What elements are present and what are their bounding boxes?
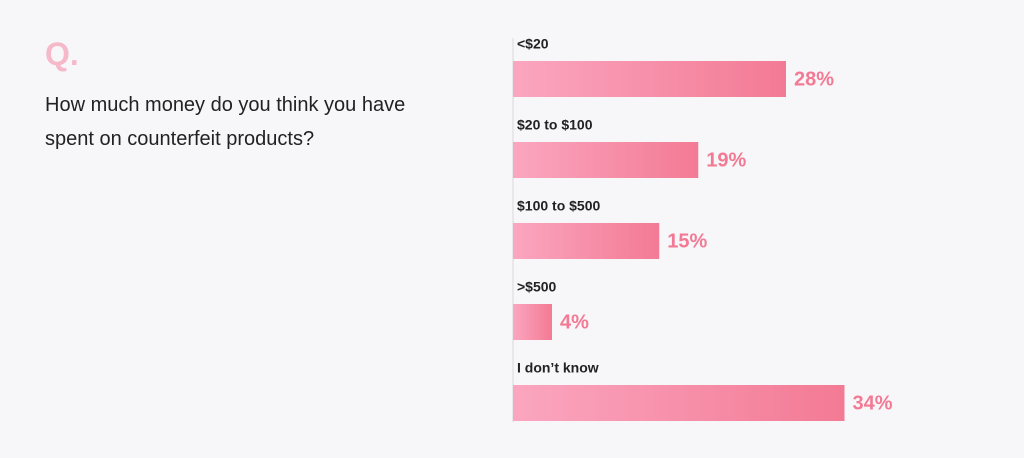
bar bbox=[513, 304, 552, 340]
value-label: 4% bbox=[560, 311, 589, 333]
bar bbox=[513, 385, 845, 421]
chart-title: How much money do you think you have spe… bbox=[45, 94, 406, 150]
bar bbox=[513, 61, 786, 97]
question-label: Q. bbox=[45, 36, 79, 72]
category-label: I don’t know bbox=[517, 360, 599, 376]
value-label: 19% bbox=[706, 149, 746, 171]
category-label: >$500 bbox=[517, 279, 557, 295]
category-label: $100 to $500 bbox=[517, 198, 600, 214]
value-label: 34% bbox=[853, 392, 893, 414]
category-label: <$20 bbox=[517, 36, 549, 52]
bar bbox=[513, 223, 660, 259]
bar bbox=[513, 142, 699, 178]
value-label: 15% bbox=[667, 230, 707, 252]
value-label: 28% bbox=[794, 68, 834, 90]
category-label: $20 to $100 bbox=[517, 117, 593, 133]
